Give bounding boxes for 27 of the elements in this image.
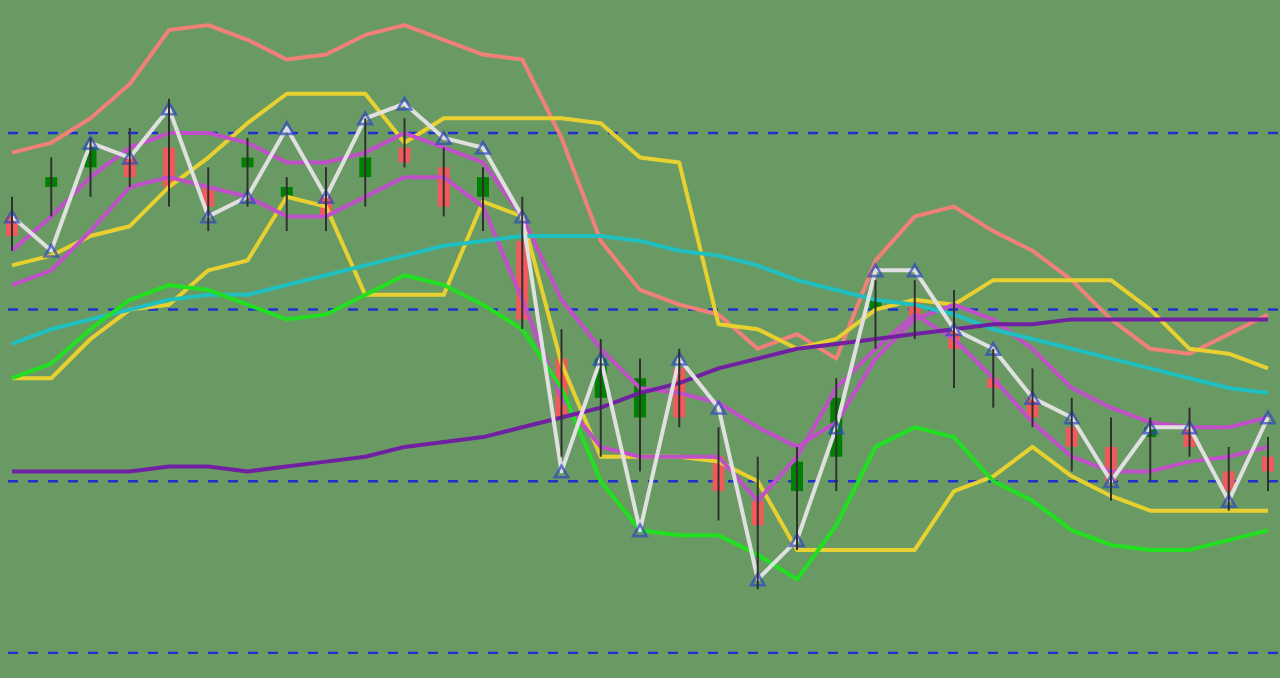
point: [592, 351, 609, 366]
point: [1142, 420, 1159, 435]
point: [1063, 410, 1080, 425]
point: [906, 263, 923, 278]
point: [357, 111, 374, 126]
point: [671, 351, 688, 366]
point: [985, 341, 1002, 356]
point: [278, 121, 295, 136]
point: [1024, 390, 1041, 405]
point: [200, 209, 217, 224]
point: [160, 101, 178, 116]
point: [1102, 474, 1120, 489]
point: [1220, 493, 1237, 508]
point: [788, 532, 806, 548]
point: [396, 96, 413, 111]
point: [317, 189, 335, 204]
point: [553, 464, 570, 479]
point: [43, 243, 60, 258]
point: [867, 263, 884, 278]
point: [82, 135, 99, 150]
point: [710, 400, 727, 415]
point: [749, 572, 766, 587]
point: [474, 140, 492, 155]
point: [435, 130, 452, 146]
point: [121, 150, 138, 165]
point: [3, 209, 21, 224]
point: [828, 420, 845, 435]
